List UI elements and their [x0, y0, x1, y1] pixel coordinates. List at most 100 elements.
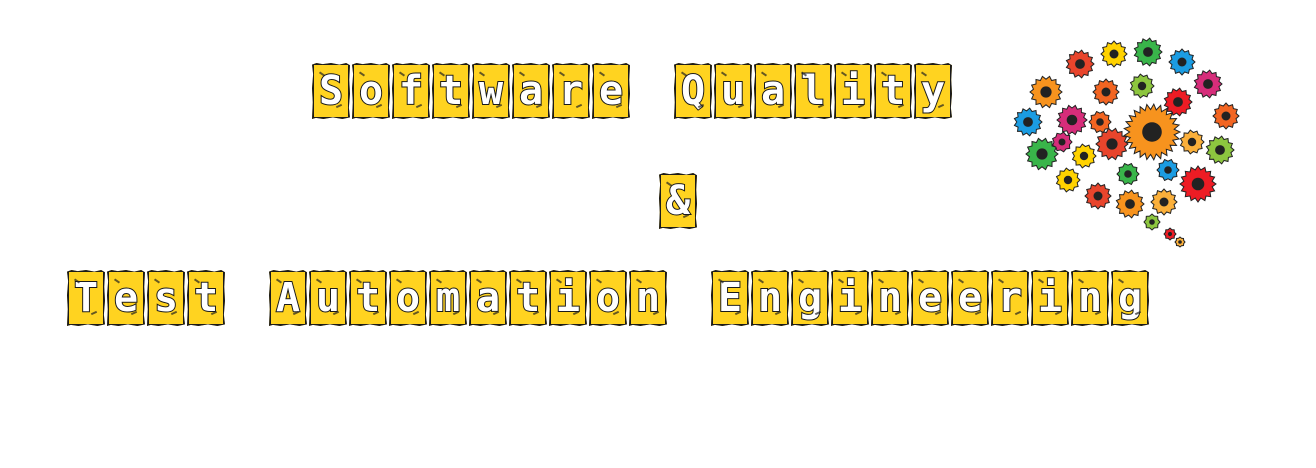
letter-glyph: t: [880, 68, 906, 114]
letter-glyph: t: [515, 275, 541, 321]
gear-hub-icon: [1124, 170, 1132, 178]
letter-glyph: o: [395, 275, 421, 321]
title-line-ampersand: &: [659, 173, 697, 229]
letter-glyph: i: [555, 275, 581, 321]
letter-glyph: f: [398, 68, 424, 114]
letter-glyph: o: [358, 68, 384, 114]
letter-tile: E: [711, 270, 749, 326]
gear-hub-icon: [1093, 191, 1103, 201]
letter-tile: e: [592, 63, 630, 119]
letter-glyph: e: [113, 275, 139, 321]
letter-tile: o: [589, 270, 627, 326]
gear-hub-icon: [1191, 177, 1205, 191]
letter-tile: i: [1031, 270, 1069, 326]
letter-glyph: w: [478, 68, 504, 114]
letter-glyph: a: [518, 68, 544, 114]
gear-hub-icon: [1023, 117, 1033, 127]
letter-glyph: S: [318, 68, 344, 114]
letter-glyph: a: [760, 68, 786, 114]
letter-glyph: s: [153, 275, 179, 321]
gear-hub-icon: [1125, 199, 1135, 209]
letter-glyph: i: [837, 275, 863, 321]
gear-hub-icon: [1142, 122, 1162, 142]
letter-glyph: r: [558, 68, 584, 114]
letter-tile: n: [629, 270, 667, 326]
gear-hub-icon: [1143, 47, 1153, 57]
letter-tile: n: [1071, 270, 1109, 326]
letter-tile: o: [352, 63, 390, 119]
letter-tile: g: [1111, 270, 1149, 326]
gear-hub-icon: [1075, 59, 1085, 69]
letter-glyph: n: [1077, 275, 1103, 321]
letter-glyph: g: [1117, 275, 1143, 321]
letter-glyph: t: [438, 68, 464, 114]
letter-glyph: u: [315, 275, 341, 321]
letter-glyph: y: [920, 68, 946, 114]
letter-tile: t: [874, 63, 912, 119]
letter-tile: e: [911, 270, 949, 326]
letter-tile: l: [794, 63, 832, 119]
letter-tile: i: [834, 63, 872, 119]
letter-glyph: n: [757, 275, 783, 321]
letter-glyph: g: [797, 275, 823, 321]
letter-tile: i: [831, 270, 869, 326]
gear-hub-icon: [1040, 86, 1052, 98]
letter-tile: o: [389, 270, 427, 326]
letter-tile: t: [187, 270, 225, 326]
gear-hub-icon: [1221, 111, 1231, 121]
letter-glyph: t: [193, 275, 219, 321]
letter-glyph: l: [800, 68, 826, 114]
gear-hub-icon: [1149, 219, 1155, 225]
letter-glyph: i: [1037, 275, 1063, 321]
gear-hub-icon: [1187, 137, 1197, 147]
gear-hub-icon: [1203, 79, 1213, 89]
letter-tile: r: [991, 270, 1029, 326]
letter-tile: a: [469, 270, 507, 326]
gear-hub-icon: [1137, 81, 1147, 91]
gear-hub-icon: [1058, 138, 1066, 146]
gear-hub-icon: [1178, 240, 1182, 244]
letter-tile: T: [67, 270, 105, 326]
gear-hub-icon: [1063, 175, 1073, 185]
gear-hub-icon: [1109, 49, 1119, 59]
letter-glyph: a: [475, 275, 501, 321]
letter-glyph: e: [598, 68, 624, 114]
letter-tile: g: [791, 270, 829, 326]
letter-tile: m: [429, 270, 467, 326]
letter-tile: i: [549, 270, 587, 326]
letter-tile: &: [659, 173, 697, 229]
gear-hub-icon: [1101, 87, 1111, 97]
letter-glyph: T: [73, 275, 99, 321]
gear-hub-icon: [1167, 231, 1173, 237]
letter-glyph: Q: [680, 68, 706, 114]
gear-brain-icon: [1013, 37, 1240, 248]
gear-hub-icon: [1036, 148, 1048, 160]
gear-hub-icon: [1066, 114, 1078, 126]
letter-glyph: u: [720, 68, 746, 114]
letter-glyph: i: [840, 68, 866, 114]
letter-tile: e: [951, 270, 989, 326]
letter-tile: w: [472, 63, 510, 119]
gear-hub-icon: [1173, 97, 1183, 107]
letter-tile: t: [349, 270, 387, 326]
gear-hub-icon: [1159, 197, 1169, 207]
letter-glyph: n: [877, 275, 903, 321]
letter-glyph: &: [665, 178, 691, 224]
title-word: &: [659, 173, 697, 229]
gear-hub-icon: [1079, 151, 1089, 161]
letter-tile: u: [714, 63, 752, 119]
gear-hub-icon: [1106, 138, 1118, 150]
letter-glyph: r: [997, 275, 1023, 321]
letter-tile: a: [512, 63, 550, 119]
letter-glyph: e: [917, 275, 943, 321]
letter-tile: a: [754, 63, 792, 119]
letter-tile: n: [751, 270, 789, 326]
gear-hub-icon: [1177, 57, 1187, 67]
